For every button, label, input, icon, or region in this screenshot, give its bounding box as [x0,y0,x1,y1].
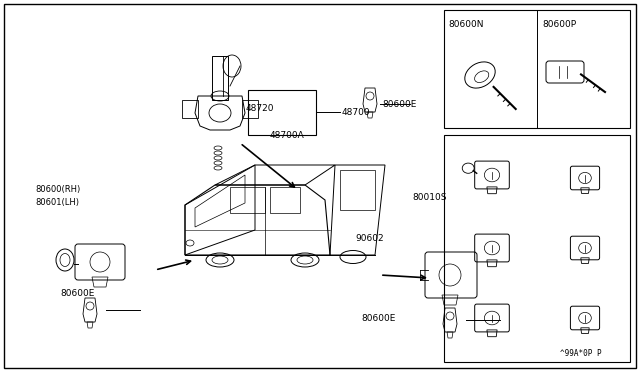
Text: 80600N: 80600N [448,19,483,29]
Text: 80600P: 80600P [542,19,576,29]
Text: 80010S: 80010S [413,193,447,202]
Text: 80601(LH): 80601(LH) [35,198,79,207]
Text: 48700A: 48700A [270,131,305,140]
Text: 80600(RH): 80600(RH) [35,185,81,194]
Text: 80600E: 80600E [362,314,396,323]
Text: 48700: 48700 [342,108,371,116]
Text: 48720: 48720 [246,103,275,112]
Bar [444,10,630,128]
Bar [444,135,630,362]
Text: 90602: 90602 [355,234,384,243]
Text: 80600E: 80600E [382,99,417,109]
Text: 80600E: 80600E [61,289,95,298]
Bar [248,90,316,135]
Text: ^99A*0P P: ^99A*0P P [560,349,602,358]
